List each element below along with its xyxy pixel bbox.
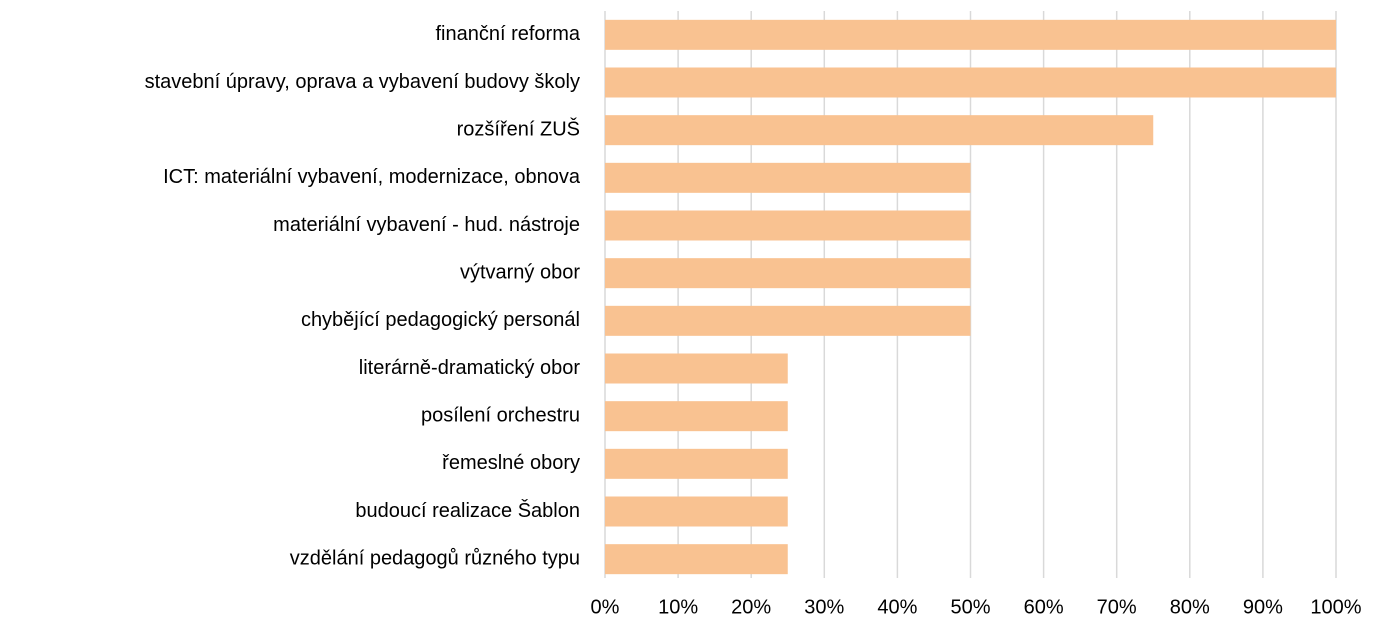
y-tick-label: ICT: materiální vybavení, modernizace, o… xyxy=(163,166,581,188)
bar xyxy=(605,19,1336,50)
y-tick-label: finanční reforma xyxy=(435,23,580,45)
y-tick-label: rozšíření ZUŠ xyxy=(457,117,580,140)
x-tick-label: 50% xyxy=(950,596,990,618)
y-tick-label: stavební úpravy, oprava a vybavení budov… xyxy=(145,71,580,93)
bar xyxy=(605,115,1154,146)
x-tick-label: 90% xyxy=(1243,596,1283,618)
y-tick-label: materiální vybavení - hud. nástroje xyxy=(273,214,580,236)
x-tick-label: 10% xyxy=(658,596,698,618)
bar xyxy=(605,448,788,479)
bar xyxy=(605,258,971,289)
bar xyxy=(605,162,971,193)
bar xyxy=(605,210,971,241)
bar xyxy=(605,401,788,432)
bar xyxy=(605,305,971,336)
bar xyxy=(605,353,788,384)
y-tick-label: výtvarný obor xyxy=(460,261,580,283)
bar xyxy=(605,496,788,527)
y-tick-label: vzdělání pedagogů různého typu xyxy=(290,547,580,569)
y-tick-label: řemeslné obory xyxy=(442,452,580,474)
y-tick-label: posílení orchestru xyxy=(421,404,580,426)
y-tick-label: literárně-dramatický obor xyxy=(359,357,581,379)
x-tick-label: 40% xyxy=(877,596,917,618)
y-tick-label: chybějící pedagogický personál xyxy=(301,309,580,331)
x-tick-label: 20% xyxy=(731,596,771,618)
x-tick-label: 30% xyxy=(804,596,844,618)
bar xyxy=(605,544,788,575)
x-tick-label: 60% xyxy=(1024,596,1064,618)
x-tick-label: 80% xyxy=(1170,596,1210,618)
x-tick-label: 70% xyxy=(1097,596,1137,618)
x-tick-label: 0% xyxy=(591,596,620,618)
bar xyxy=(605,67,1336,98)
x-tick-label: 100% xyxy=(1310,596,1361,618)
y-tick-label: budoucí realizace Šablon xyxy=(355,499,580,522)
